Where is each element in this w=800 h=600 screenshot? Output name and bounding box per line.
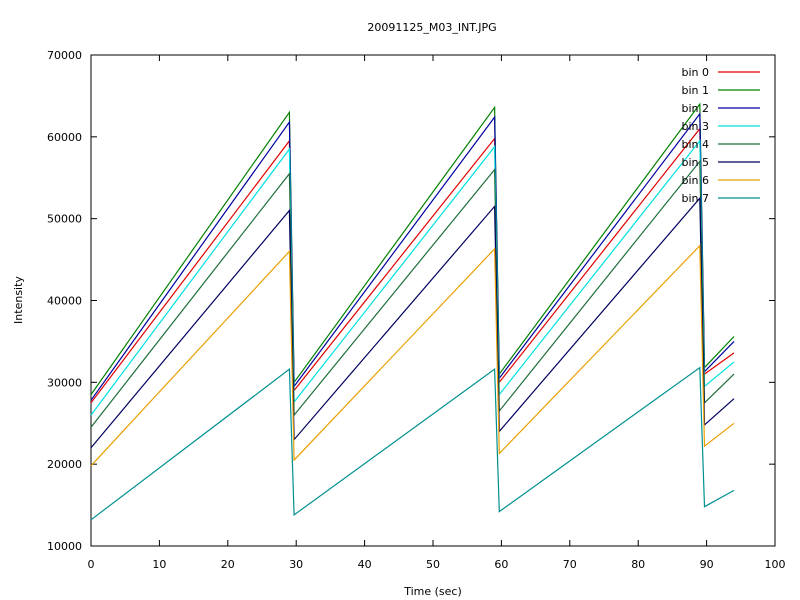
chart-title: 20091125_M03_INT.JPG xyxy=(367,21,496,34)
y-tick-label: 30000 xyxy=(47,376,82,389)
x-tick-label: 90 xyxy=(700,558,714,571)
legend-label-bin-3: bin 3 xyxy=(681,120,709,133)
y-axis-label: Intensity xyxy=(12,276,25,324)
y-tick-label: 40000 xyxy=(47,295,82,308)
legend-label-bin-1: bin 1 xyxy=(681,84,709,97)
plot-area xyxy=(90,54,776,547)
x-tick-label: 50 xyxy=(426,558,440,571)
series-line-bin-7 xyxy=(90,366,735,521)
series-line-bin-4 xyxy=(90,159,735,428)
x-tick-label: 0 xyxy=(88,558,95,571)
series-line-bin-5 xyxy=(90,196,735,449)
y-tick-label: 20000 xyxy=(47,458,82,471)
x-tick-label: 80 xyxy=(631,558,645,571)
series-lines xyxy=(90,102,735,521)
x-axis-label: Time (sec) xyxy=(403,585,462,598)
series-line-bin-1 xyxy=(90,102,735,395)
series-line-bin-6 xyxy=(90,244,735,467)
x-tick-label: 30 xyxy=(289,558,303,571)
y-tick-label: 50000 xyxy=(47,213,82,226)
legend-label-bin-5: bin 5 xyxy=(681,156,709,169)
legend-label-bin-6: bin 6 xyxy=(681,174,709,187)
legend: bin 0 bin 1 bin 2 bin 3 bin 4 bin 5 bin 6 bin 7 xyxy=(681,66,760,205)
y-tick-label: 10000 xyxy=(47,540,82,553)
y-axis: 10000 20000 30000 40000 50000 60000 70000 xyxy=(47,49,775,553)
series-line-bin-3 xyxy=(90,139,735,416)
x-tick-label: 60 xyxy=(494,558,508,571)
x-axis: 0 10 20 30 40 50 60 70 80 90 100 xyxy=(88,55,786,571)
legend-label-bin-0: bin 0 xyxy=(681,66,709,79)
x-tick-label: 70 xyxy=(563,558,577,571)
x-tick-label: 100 xyxy=(765,558,786,571)
legend-label-bin-4: bin 4 xyxy=(681,138,709,151)
y-tick-label: 70000 xyxy=(47,49,82,62)
legend-label-bin-2: bin 2 xyxy=(681,102,709,115)
y-tick-label: 60000 xyxy=(47,131,82,144)
x-tick-label: 10 xyxy=(152,558,166,571)
legend-label-bin-7: bin 7 xyxy=(681,192,709,205)
x-tick-label: 20 xyxy=(221,558,235,571)
x-tick-label: 40 xyxy=(358,558,372,571)
